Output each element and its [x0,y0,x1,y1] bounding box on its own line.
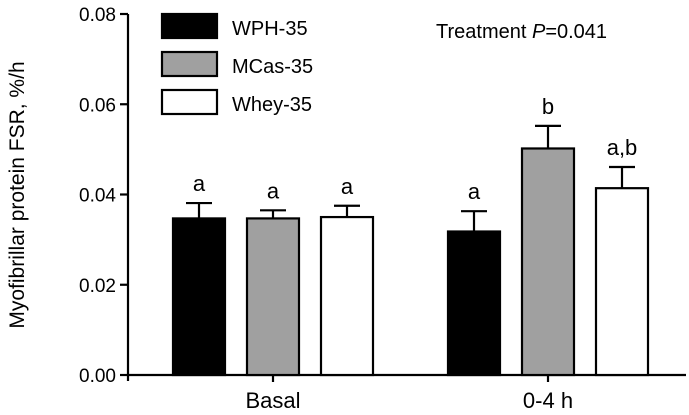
annotation-value: =0.041 [545,21,607,43]
y-tick-label: 0.04 [79,186,116,207]
legend-label: Whey-35 [232,94,312,116]
legend-swatch [160,50,219,78]
significance-label: a [267,178,280,203]
legend-swatch [160,12,219,40]
annotation-p: P [532,21,546,43]
bars: a a a a b a,b [171,94,650,377]
x-tick-label: 0-4 h [523,388,573,413]
significance-label: a [341,174,354,199]
legend-swatch [160,88,219,116]
y-tick-label: 0.02 [79,276,116,297]
y-tick-label: 0.08 [79,5,116,26]
bar-mcas-35 [245,217,301,377]
legend-label: MCas-35 [232,56,313,78]
y-axis-label: Myofibrillar protein FSR, %/h [6,61,29,328]
annotation-prefix: Treatment [436,21,532,43]
significance-label: a [193,171,206,196]
x-tick-label: Basal [245,388,300,413]
legend-label: WPH-35 [232,18,308,40]
bar-wph-35 [446,230,502,377]
significance-label: b [542,94,554,119]
significance-label: a [468,179,481,204]
bar-mcas-35 [520,147,576,377]
bar-whey-35 [594,187,650,377]
bar-whey-35 [319,215,375,377]
y-tick-label: 0.06 [79,95,116,116]
significance-label: a,b [607,135,638,160]
bar-wph-35 [171,217,227,377]
y-tick-label: 0.00 [79,366,116,387]
treatment-annotation: Treatment P=0.041 [436,21,607,43]
legend: WPH-35 MCas-35 Whey-35 [160,12,313,116]
